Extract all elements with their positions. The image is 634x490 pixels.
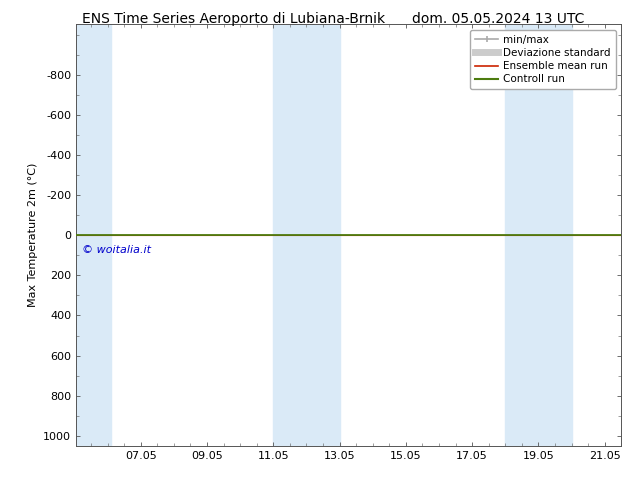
Bar — [76, 24, 111, 446]
Y-axis label: Max Temperature 2m (°C): Max Temperature 2m (°C) — [28, 163, 37, 307]
Text: dom. 05.05.2024 13 UTC: dom. 05.05.2024 13 UTC — [412, 12, 585, 26]
Text: © woitalia.it: © woitalia.it — [82, 245, 150, 255]
Bar — [505, 24, 572, 446]
Text: ENS Time Series Aeroporto di Lubiana-Brnik: ENS Time Series Aeroporto di Lubiana-Brn… — [82, 12, 385, 26]
Bar — [273, 24, 340, 446]
Legend: min/max, Deviazione standard, Ensemble mean run, Controll run: min/max, Deviazione standard, Ensemble m… — [470, 30, 616, 90]
